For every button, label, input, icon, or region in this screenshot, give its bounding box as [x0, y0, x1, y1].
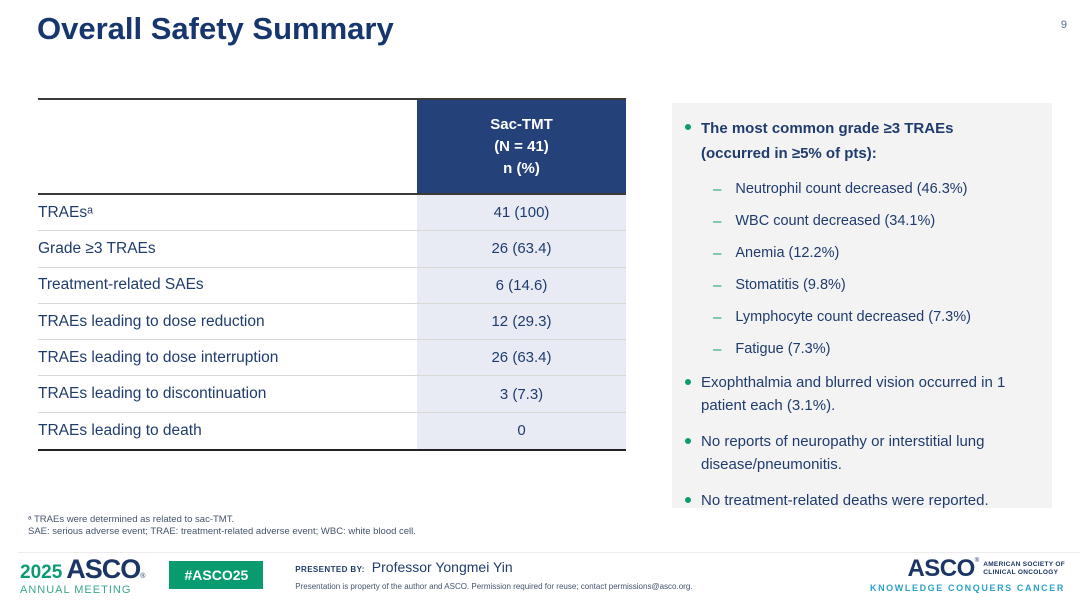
- table-row: Treatment-related SAEs 6 (14.6): [38, 267, 626, 304]
- sub-bullet-item: – WBC count decreased (34.1%): [713, 211, 1036, 232]
- bullet-text: Exophthalmia and blurred vision occurred…: [701, 374, 1006, 414]
- bullet-text: No reports of neuropathy or interstitial…: [701, 433, 985, 473]
- page-title: Overall Safety Summary: [37, 11, 394, 46]
- table-header-sac-tmt: Sac-TMT (N = 41) n (%): [417, 100, 626, 193]
- society-line-1: AMERICAN SOCIETY OF: [983, 561, 1065, 568]
- table-row: TRAEs leading to dose interruption 26 (6…: [38, 340, 626, 377]
- sub-bullet-item: – Lymphocyte count decreased (7.3%): [713, 307, 1036, 328]
- registered-mark-icon: ®: [974, 558, 980, 564]
- row-label: TRAEs leading to dose interruption: [38, 348, 279, 366]
- sub-bullet-text: Anemia (12.2%): [735, 245, 840, 261]
- asco-annual-meeting-logo: 2025 ASCO ® ANNUAL MEETING: [20, 556, 145, 596]
- dash-icon: –: [713, 309, 722, 326]
- bullet-text: The most common grade ≥3 TRAEs (occurred…: [701, 116, 953, 166]
- header-line-1: Sac-TMT: [490, 115, 553, 133]
- row-value: 0: [417, 412, 626, 450]
- asco-logo-word: ASCO: [907, 555, 975, 582]
- header-line-3: n (%): [503, 159, 540, 177]
- row-value: 26 (63.4): [417, 340, 626, 376]
- row-value: 26 (63.4): [417, 231, 626, 267]
- footnotes: ᵃ TRAEs were determined as related to sa…: [28, 514, 416, 538]
- row-label: TRAEs leading to death: [38, 421, 202, 439]
- asco-tagline: KNOWLEDGE CONQUERS CANCER: [869, 583, 1065, 593]
- row-label: TRAEs leading to dose reduction: [38, 312, 265, 330]
- bullet-icon: [685, 438, 691, 444]
- sub-bullet-list: – Neutrophil count decreased (46.3%) – W…: [685, 179, 1036, 360]
- key-findings-panel: The most common grade ≥3 TRAEs (occurred…: [672, 103, 1052, 509]
- sub-bullet-item: – Stomatitis (9.8%): [713, 275, 1036, 296]
- logo-annual-meeting: ANNUAL MEETING: [20, 584, 132, 596]
- row-label: Grade ≥3 TRAEs: [38, 239, 156, 257]
- sub-bullet-item: – Neutrophil count decreased (46.3%): [713, 179, 1036, 200]
- sub-bullet-text: Fatigue (7.3%): [735, 341, 831, 357]
- bullet-text-line2: (occurred in ≥5% of pts):: [701, 145, 877, 162]
- bullet-item: Exophthalmia and blurred vision occurred…: [685, 371, 1036, 417]
- footnote-line-2: SAE: serious adverse event; TRAE: treatm…: [28, 526, 416, 537]
- footer-divider: [18, 552, 1080, 553]
- sub-bullet-text: Stomatitis (9.8%): [735, 277, 846, 293]
- table-row: TRAEs leading to death 0: [38, 412, 626, 450]
- bullet-icon: [685, 379, 691, 385]
- page-number: 9: [1060, 19, 1067, 31]
- sub-bullet-text: Neutrophil count decreased (46.3%): [735, 181, 968, 197]
- logo-asco-word: ASCO: [66, 554, 141, 584]
- row-value: 6 (14.6): [417, 267, 626, 303]
- permission-disclaimer: Presentation is property of the author a…: [295, 582, 693, 591]
- footer: 2025 ASCO ® ANNUAL MEETING #ASCO25 PRESE…: [20, 556, 1065, 596]
- logo-year: 2025: [20, 562, 63, 583]
- bullet-text: No treatment-related deaths were reporte…: [701, 492, 989, 509]
- dash-icon: –: [713, 341, 722, 358]
- dash-icon: –: [713, 213, 722, 230]
- bullet-icon: [685, 497, 691, 503]
- asco-society-logo-top: ASCO ® AMERICAN SOCIETY OF CLINICAL ONCO…: [870, 555, 1065, 582]
- bullet-text-line1: The most common grade ≥3 TRAEs: [701, 120, 954, 137]
- sub-bullet-text: WBC count decreased (34.1%): [735, 213, 936, 229]
- row-value: 41 (100): [417, 195, 626, 231]
- presented-by-row: PRESENTED BY: Professor Yongmei Yin: [295, 559, 692, 575]
- society-line-2: CLINICAL ONCOLOGY: [983, 569, 1059, 576]
- bullet-icon: [685, 124, 691, 130]
- row-value: 3 (7.3): [417, 376, 626, 412]
- bullet-item: No reports of neuropathy or interstitial…: [685, 430, 1036, 476]
- row-label: TRAEs leading to discontinuation: [38, 385, 267, 403]
- header-line-2: (N = 41): [494, 137, 549, 155]
- footnote-line-1: ᵃ TRAEs were determined as related to sa…: [28, 514, 235, 525]
- registered-mark-icon: ®: [140, 573, 146, 580]
- bullet-item: No treatment-related deaths were reporte…: [685, 489, 1036, 512]
- hashtag-badge: #ASCO25: [169, 561, 264, 589]
- table-header-row: Sac-TMT (N = 41) n (%): [38, 100, 626, 195]
- dash-icon: –: [713, 245, 722, 262]
- table-row: TRAEsᵃ 41 (100): [38, 195, 626, 232]
- dash-icon: –: [713, 277, 722, 294]
- asco-annual-meeting-logo-top: 2025 ASCO ®: [20, 556, 145, 583]
- table-header-empty-cell: [38, 100, 417, 193]
- row-value: 12 (29.3): [417, 303, 626, 340]
- presented-by-block: PRESENTED BY: Professor Yongmei Yin Pres…: [295, 559, 692, 591]
- sub-bullet-text: Lymphocyte count decreased (7.3%): [735, 309, 971, 325]
- bullet-item: The most common grade ≥3 TRAEs (occurred…: [685, 116, 1036, 166]
- sub-bullet-item: – Anemia (12.2%): [713, 243, 1036, 264]
- table-row: TRAEs leading to discontinuation 3 (7.3): [38, 376, 626, 413]
- row-label: TRAEsᵃ: [38, 203, 93, 221]
- presented-by-label: PRESENTED BY:: [295, 565, 365, 574]
- sub-bullet-item: – Fatigue (7.3%): [713, 339, 1036, 360]
- asco-society-logo: ASCO ® AMERICAN SOCIETY OF CLINICAL ONCO…: [869, 555, 1065, 594]
- safety-summary-table: Sac-TMT (N = 41) n (%) TRAEsᵃ 41 (100) G…: [38, 98, 626, 452]
- table-row: TRAEs leading to dose reduction 12 (29.3…: [38, 303, 626, 341]
- presenter-name: Professor Yongmei Yin: [371, 559, 513, 575]
- dash-icon: –: [713, 181, 722, 198]
- row-label: Treatment-related SAEs: [38, 276, 204, 294]
- society-name: AMERICAN SOCIETY OF CLINICAL ONCOLOGY: [983, 561, 1065, 577]
- table-row: Grade ≥3 TRAEs 26 (63.4): [38, 231, 626, 268]
